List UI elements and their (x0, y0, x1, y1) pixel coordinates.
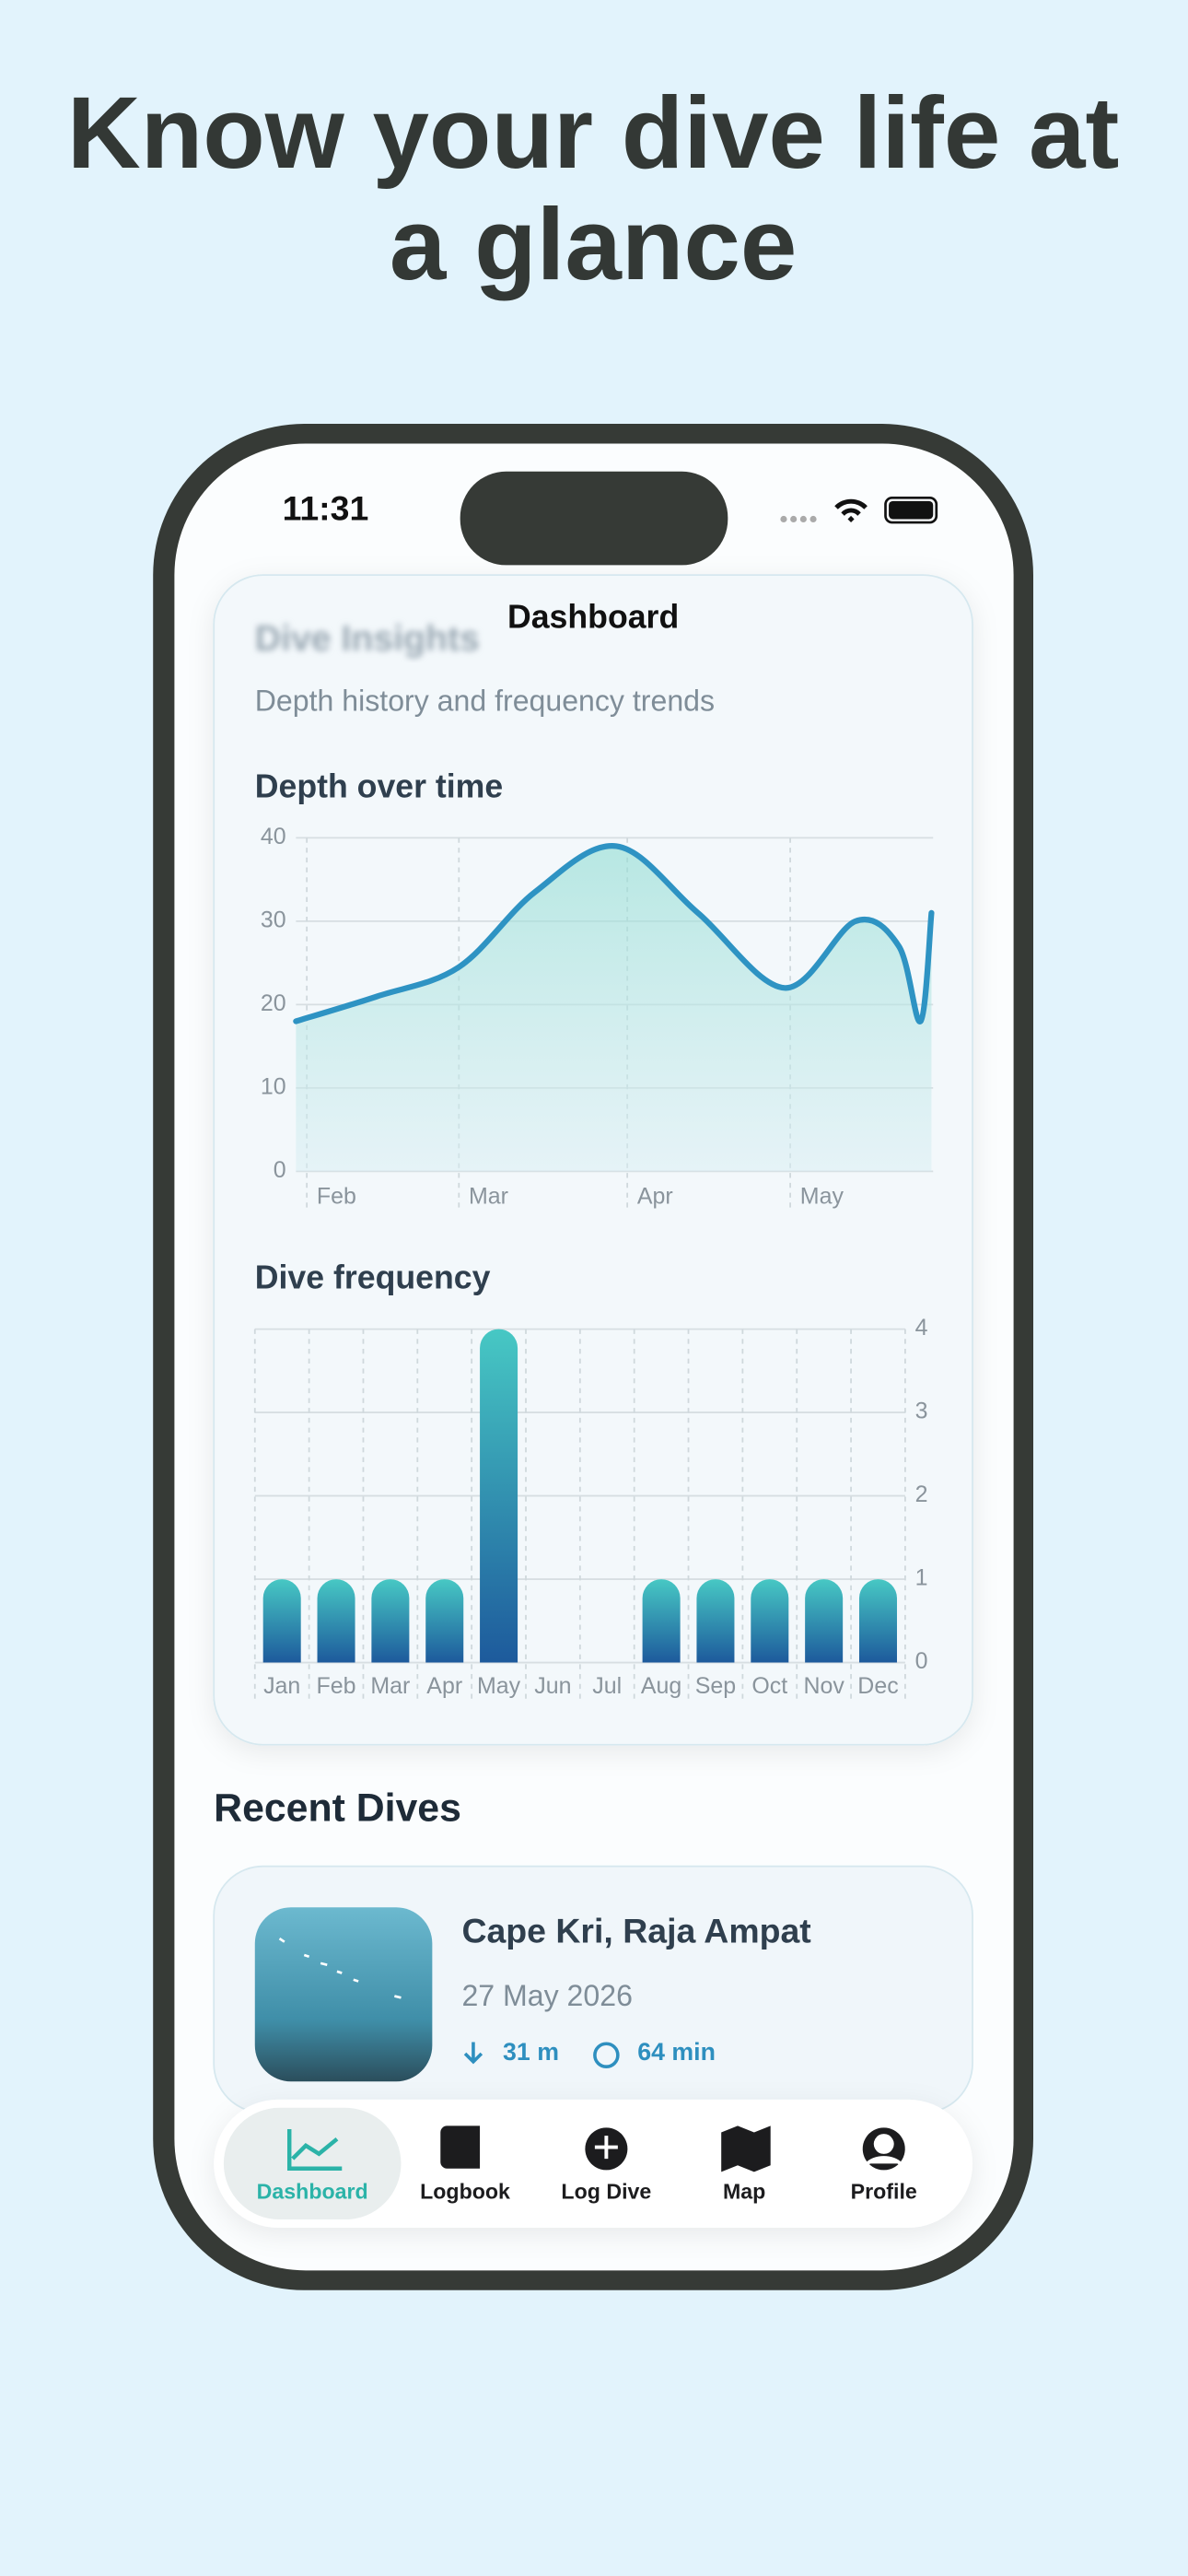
tab-item[interactable]: Map (721, 2125, 771, 2204)
insights-title: Dive Insights (255, 618, 480, 659)
tab-icon (721, 2125, 771, 2172)
dynamic-island (460, 471, 728, 566)
headline: a glance (390, 188, 797, 301)
tab-item[interactable]: Profile (851, 2124, 917, 2204)
tab-label: Dashboard (257, 2180, 368, 2204)
bar (262, 1579, 301, 1663)
x-tick-label: Jul (592, 1673, 622, 1699)
tab-item[interactable]: Log Dive (561, 2124, 651, 2204)
y-tick-label: 30 (261, 907, 286, 933)
tab-item[interactable]: Dashboard (223, 2107, 402, 2220)
x-tick-label: Feb (317, 1673, 356, 1699)
y-tick-label: 20 (261, 990, 286, 1016)
tab-label: Profile (851, 2180, 917, 2204)
tab-items: Dashboard Logbook Log Dive Map Profile (223, 2107, 917, 2220)
depth-icon (463, 2042, 483, 2065)
bar (858, 1579, 897, 1663)
x-tick-label: Sep (695, 1673, 736, 1699)
depth-chart: 0 10 20 30 40 Feb Mar Apr May (261, 824, 935, 1212)
x-tick-label: Nov (803, 1673, 844, 1699)
x-tick-label: Oct (751, 1673, 787, 1699)
y-tick-label: 0 (274, 1157, 286, 1183)
bar (317, 1579, 355, 1663)
dive-photo (254, 1907, 433, 2082)
chart-title: Depth over time (255, 767, 503, 804)
chart-title: Dive frequency (255, 1259, 491, 1296)
x-tick-label: Jan (263, 1673, 300, 1699)
tab-highlight (223, 2107, 402, 2220)
bar (642, 1579, 681, 1663)
frequency-chart: 0 1 2 3 4 Jan Feb Mar Apr May Jun Jul Aug Sep Oct Nov De… (253, 1315, 928, 1701)
tab-label: Log Dive (561, 2180, 651, 2204)
x-tick-label: Dec (857, 1673, 898, 1699)
status-icons (780, 496, 938, 524)
y-tick-label: 40 (261, 824, 286, 849)
x-tick-label: Mar (469, 1184, 508, 1210)
time-icon (593, 2042, 620, 2069)
y-tick-label: 3 (915, 1399, 928, 1424)
x-tick-label: Aug (641, 1673, 681, 1699)
dive-date: 27 May 2026 (461, 1979, 632, 2012)
tab-icon (286, 2128, 343, 2172)
y-tick-label: 1 (915, 1565, 928, 1591)
depth-line (293, 843, 935, 1025)
bar (805, 1579, 844, 1663)
x-tick-label: Apr (637, 1184, 673, 1210)
bar (696, 1579, 735, 1663)
x-tick-label: May (477, 1673, 521, 1699)
tab-icon (858, 2124, 909, 2174)
x-tick-label: Feb (317, 1184, 356, 1210)
tab-label: Map (723, 2180, 765, 2204)
bar (425, 1579, 464, 1663)
insights-subtitle: Depth history and frequency trends (255, 685, 715, 718)
x-tick-label: Apr (426, 1673, 462, 1699)
headline: Know your dive life at (67, 76, 1120, 190)
bar (751, 1579, 789, 1663)
y-tick-label: 0 (915, 1648, 928, 1674)
dive-site: Cape Kri, Raja Ampat (461, 1912, 811, 1950)
y-tick-label: 4 (915, 1315, 928, 1341)
tab-icon (440, 2125, 481, 2169)
status-time: 11:31 (283, 488, 369, 527)
tab-label: Logbook (420, 2180, 510, 2204)
bar (480, 1329, 518, 1663)
photo-fish (278, 1938, 402, 1999)
y-tick-label: 10 (261, 1073, 286, 1099)
tab-icon (581, 2124, 632, 2174)
dive-depth: 31 m (503, 2038, 559, 2066)
x-tick-label: May (800, 1184, 844, 1210)
section-title: Recent Dives (214, 1786, 461, 1830)
nav-title: Dashboard (507, 599, 679, 636)
y-tick-label: 2 (915, 1481, 928, 1507)
area-fill (296, 846, 932, 1172)
dive-duration: 64 min (637, 2038, 716, 2066)
x-tick-label: Mar (370, 1673, 410, 1699)
x-tick-label: Jun (534, 1673, 571, 1699)
tab-item[interactable]: Logbook (420, 2125, 510, 2204)
bar (371, 1579, 410, 1663)
dive-card[interactable]: Cape Kri, Raja Ampat 27 May 2026 31 m 64… (213, 1865, 973, 2114)
